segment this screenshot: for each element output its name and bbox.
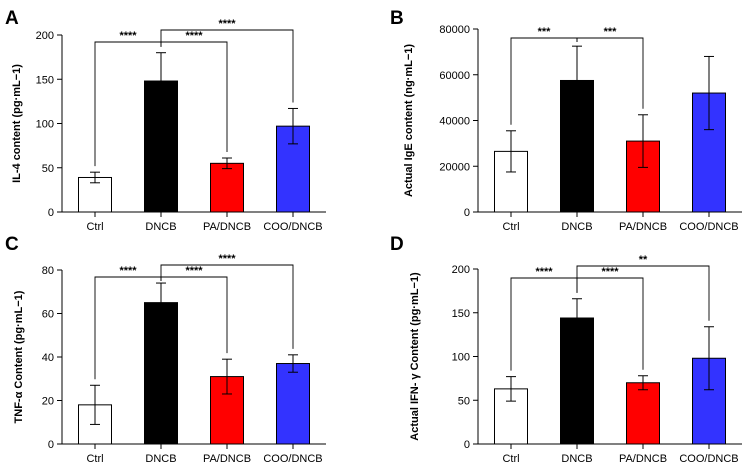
significance-label: **** — [185, 30, 203, 42]
bar-pa-dncb — [626, 382, 660, 445]
y-tick-label: 100 — [452, 352, 470, 364]
panel-letter: D — [390, 234, 404, 255]
bar-coo-dncb — [276, 363, 310, 445]
y-axis-title: TNF-α Content (pg·mL−1) — [13, 290, 25, 423]
significance-label: **** — [185, 265, 203, 277]
y-tick-label: 80000 — [439, 24, 470, 36]
x-tick-label: DNCB — [561, 221, 592, 233]
panel-a: A IL-4 content (pg·mL−1) 0 50 100 150 200 Ctrl D… — [5, 8, 326, 233]
panel-letter: C — [5, 234, 19, 255]
significance-label: **** — [119, 30, 137, 42]
significance-bracket — [160, 276, 228, 354]
significance-label: **** — [218, 18, 236, 30]
y-tick-label: 50 — [458, 395, 470, 407]
y-tick-label: 200 — [36, 30, 54, 42]
y-tick-label: 40 — [42, 352, 54, 364]
significance-bracket — [160, 29, 294, 103]
x-tick-label: Ctrl — [502, 453, 519, 465]
significance-label: **** — [218, 253, 236, 265]
y-axis-title: Actual IgE content (ng·mL−1) — [403, 44, 415, 197]
x-tick-label: PA/DNCB — [619, 221, 667, 233]
bar-dncb — [560, 317, 594, 445]
y-axis-title: IL-4 content (pg·mL−1) — [11, 64, 23, 183]
y-tick-label: 150 — [452, 308, 470, 320]
y-tick-label: 0 — [48, 439, 54, 451]
panel-c: C TNF-α Content (pg·mL−1) 0 20 40 60 80 Ctrl DNC… — [5, 234, 326, 465]
y-tick-label: 50 — [42, 163, 54, 175]
y-tick-label: 60 — [42, 309, 54, 321]
y-tick-label: 0 — [48, 207, 54, 219]
y-tick-label: 80 — [42, 265, 54, 277]
y-tick-label: 0 — [464, 439, 470, 451]
y-tick-label: 150 — [36, 74, 54, 86]
x-tick-label: COO/DNCB — [263, 453, 322, 465]
x-tick-label: COO/DNCB — [679, 221, 738, 233]
bar-pa-dncb — [210, 162, 244, 213]
y-tick-label: 40000 — [439, 116, 470, 128]
significance-label: **** — [601, 266, 619, 278]
y-axis-title: Actual IFN- γ Content (pg·mL−1) — [409, 272, 421, 441]
x-tick-label: PA/DNCB — [619, 453, 667, 465]
x-tick-label: DNCB — [561, 453, 592, 465]
y-tick-label: 200 — [452, 264, 470, 276]
significance-bracket — [576, 37, 644, 109]
significance-bracket — [160, 264, 294, 349]
x-tick-label: DNCB — [145, 221, 176, 233]
significance-label: **** — [535, 266, 553, 278]
y-tick-label: 0 — [464, 207, 470, 219]
panel-b: B Actual IgE content (ng·mL−1) 0 20000 40000… — [390, 8, 742, 233]
y-tick-label: 20000 — [439, 161, 470, 173]
x-tick-label: COO/DNCB — [263, 221, 322, 233]
x-tick-label: Ctrl — [86, 221, 103, 233]
x-tick-label: DNCB — [145, 453, 176, 465]
x-tick-label: COO/DNCB — [679, 453, 738, 465]
bar-dncb — [144, 302, 178, 445]
x-tick-label: Ctrl — [502, 221, 519, 233]
significance-label: **** — [119, 265, 137, 277]
y-tick-label: 100 — [36, 119, 54, 131]
panel-letter: B — [390, 8, 404, 29]
y-tick-label: 60000 — [439, 70, 470, 82]
x-tick-label: PA/DNCB — [203, 453, 251, 465]
panel-letter: A — [5, 8, 19, 29]
significance-label: *** — [538, 26, 552, 38]
x-tick-label: PA/DNCB — [203, 221, 251, 233]
significance-label: *** — [604, 26, 618, 38]
x-tick-label: Ctrl — [86, 453, 103, 465]
y-tick-label: 20 — [42, 396, 54, 408]
significance-label: ** — [639, 254, 648, 266]
panel-d: D Actual IFN- γ Content (pg·mL−1) 0 50 100 15… — [390, 234, 742, 465]
significance-bracket — [576, 265, 710, 321]
